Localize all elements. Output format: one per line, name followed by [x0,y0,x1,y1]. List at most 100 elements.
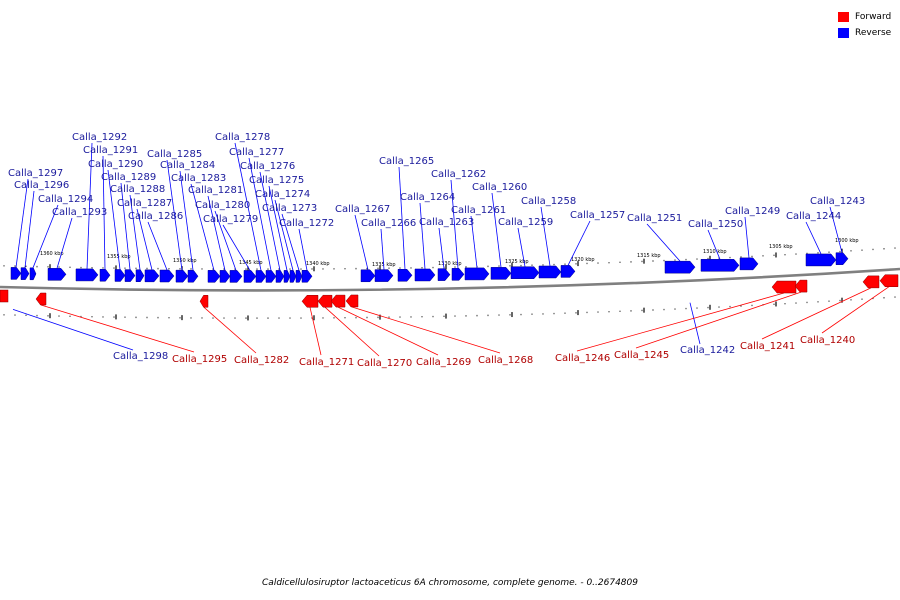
forward-gene-label: Calla_1271 [299,357,354,368]
reverse-gene-arrow[interactable] [75,268,99,282]
forward-gene-arrow[interactable] [345,294,359,308]
forward-gene-arrow[interactable] [301,295,319,308]
forward-gene-label: Calla_1269 [416,357,471,368]
reverse-gene-arrow[interactable] [283,270,291,283]
reverse-gene-arrow[interactable] [243,270,257,283]
gene-leader-line [40,304,195,353]
legend-reverse: Reverse [838,25,891,41]
kbp-tick-label: 1310 kbp [703,249,727,255]
reverse-gene-arrow[interactable] [144,269,160,283]
reverse-gene-arrow[interactable] [560,265,576,278]
reverse-gene-label: Calla_1267 [335,204,390,215]
reverse-gene-arrow[interactable] [805,253,837,267]
reverse-gene-arrow[interactable] [451,268,465,281]
gene-leader-line [491,192,502,268]
reverse-gene-arrow[interactable] [295,270,303,283]
gene-leader-line [438,227,445,269]
reverse-gene-arrow[interactable] [360,269,376,283]
reverse-gene-label: Calla_1263 [419,217,474,228]
gene-leader-line [805,221,822,255]
reverse-gene-arrow[interactable] [10,267,22,280]
reverse-gene-arrow[interactable] [175,269,189,283]
reverse-gene-label: Calla_1265 [379,156,434,167]
reverse-gene-arrow[interactable] [99,268,111,282]
forward-gene-arrow[interactable] [199,295,209,308]
reverse-gene-arrow[interactable] [739,257,759,271]
forward-gene-arrow[interactable] [330,294,346,308]
kbp-tick-label: 1325 kbp [505,259,529,265]
gene-leader-line [689,302,701,345]
reverse-gene-arrow[interactable] [229,270,243,283]
kbp-tick-label: 1320 kbp [571,257,595,263]
reverse-gene-arrow[interactable] [29,267,37,281]
gene-leader-line [517,227,526,267]
reverse-gene-arrow[interactable] [20,267,30,280]
reverse-gene-arrow[interactable] [835,252,849,265]
reverse-gene-arrow[interactable] [397,269,413,282]
forward-gene-arrow[interactable] [35,292,47,306]
kbp-tick-label: 1300 kbp [835,238,859,244]
reverse-gene-label: Calla_1259 [498,217,553,228]
reverse-gene-label: Calla_1251 [627,213,682,224]
reverse-gene-arrow[interactable] [275,270,285,283]
reverse-gene-arrow[interactable] [289,270,297,283]
forward-gene-arrow[interactable] [879,274,899,287]
gene-leader-line [166,159,183,271]
reverse-gene-label: Calla_1257 [570,210,625,221]
gene-leader-line [567,220,591,266]
reverse-gene-arrow[interactable] [664,260,696,274]
reverse-gene-arrow[interactable] [255,270,267,283]
reverse-gene-arrow[interactable] [538,265,562,279]
legend-forward-label: Forward [855,12,892,22]
reverse-gene-arrow[interactable] [700,259,740,272]
gene-leader-line [635,291,802,349]
reverse-gene-arrow[interactable] [414,268,436,282]
reverse-gene-label: Calla_1285 [147,149,202,160]
reverse-gene-arrow[interactable] [464,267,490,281]
reverse-gene-label: Calla_1298 [113,351,168,362]
forward-gene-arrow[interactable] [771,280,797,294]
gene-leader-line [248,157,272,271]
gene-leader-line [12,308,134,351]
forward-gene-arrow[interactable] [794,279,808,293]
reverse-gene-arrow[interactable] [265,270,277,283]
reverse-gene-arrow[interactable] [114,269,126,282]
reverse-gene-label: Calla_1287 [117,198,172,209]
reverse-gene-label: Calla_1250 [688,219,743,230]
forward-gene-arrow-partial[interactable] [0,289,9,303]
leader-layer [12,142,890,357]
gene-leader-line [351,306,501,354]
reverse-gene-arrow[interactable] [219,270,231,283]
reverse-gene-arrow[interactable] [124,269,136,282]
legend-forward: Forward [838,9,891,25]
reverse-gene-arrow[interactable] [374,269,394,282]
gene-leader-line [147,221,168,271]
reverse-gene-arrow[interactable] [510,266,540,279]
reverse-gene-arrow[interactable] [207,270,221,283]
reverse-gene-arrow[interactable] [187,269,199,283]
gene-leader-line [576,292,785,352]
gene-leader-line [86,142,93,269]
kbp-tick-label: 1305 kbp [769,244,793,250]
gene-leader-line [821,286,890,334]
reverse-gene-arrow[interactable] [47,268,67,281]
reverse-gene-arrow[interactable] [490,267,512,280]
forward-gene-arrow[interactable] [317,294,333,308]
forward-gene-arrow[interactable] [862,275,880,289]
reverse-gene-label: Calla_1260 [472,182,527,193]
reverse-gene-arrow[interactable] [301,270,313,283]
reverse-gene-arrow[interactable] [135,269,145,282]
gene-leader-line [450,179,459,269]
gene-leader-line [24,190,35,268]
reverse-gene-label: Calla_1242 [680,345,735,356]
gene-leader-line [136,208,153,270]
reverse-gene-label: Calla_1244 [786,211,841,222]
gene-leader-line [32,204,59,268]
reverse-gene-arrow[interactable] [437,268,451,281]
reverse-gene-arrow[interactable] [159,269,175,283]
gene-leader-line [120,182,131,270]
gene-leader-line [56,217,73,269]
reverse-swatch [838,28,849,38]
kbp-tick-label: 1340 kbp [306,261,330,267]
reverse-gene-label: Calla_1296 [14,180,69,191]
